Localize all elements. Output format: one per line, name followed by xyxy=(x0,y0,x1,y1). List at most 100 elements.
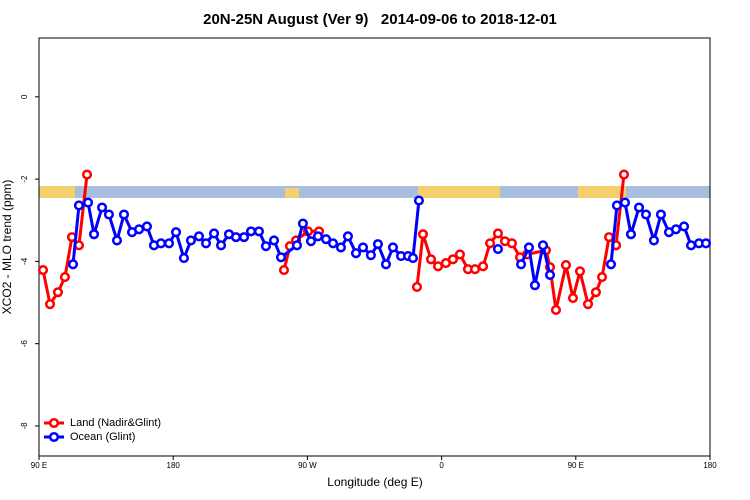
data-point xyxy=(567,292,579,304)
data-point xyxy=(170,227,182,238)
data-point xyxy=(103,209,114,220)
data-point xyxy=(97,202,108,213)
data-point xyxy=(619,197,631,208)
data-point xyxy=(230,232,242,243)
data-point xyxy=(413,195,424,206)
data-point xyxy=(320,234,332,245)
data-point xyxy=(291,240,303,251)
legend-label: Land (Nadir&Glint) xyxy=(70,417,161,429)
data-point xyxy=(134,224,145,235)
data-point xyxy=(365,250,376,261)
y-tick-label: -2 xyxy=(20,175,29,183)
data-point xyxy=(238,232,250,243)
data-point xyxy=(59,271,70,283)
data-point xyxy=(200,238,212,249)
data-point xyxy=(297,218,308,229)
x-axis-label: Longitude (deg E) xyxy=(327,475,422,489)
data-point xyxy=(611,200,623,211)
data-point xyxy=(178,253,189,264)
data-point xyxy=(305,236,317,247)
data-point xyxy=(454,249,465,260)
data-point xyxy=(312,231,324,242)
data-point xyxy=(335,242,347,253)
data-point xyxy=(432,261,444,272)
data-point xyxy=(425,254,437,265)
data-point xyxy=(544,269,556,281)
data-point xyxy=(327,238,339,249)
data-point xyxy=(52,287,63,298)
data-point xyxy=(141,221,153,232)
data-point xyxy=(516,259,527,270)
x-tick-label: 90 W xyxy=(298,461,317,470)
data-point xyxy=(625,229,637,240)
data-point xyxy=(485,238,496,249)
legend-label: Ocean (Glint) xyxy=(70,431,135,443)
x-tick-label: 90 E xyxy=(568,461,584,470)
data-point xyxy=(37,264,49,276)
data-point xyxy=(73,200,85,211)
data-point xyxy=(604,232,615,243)
chart-title: 20N-25N August (Ver 9) 2014-09-06 to 201… xyxy=(203,11,557,28)
data-point xyxy=(596,271,608,283)
data-point xyxy=(523,242,535,253)
data-point xyxy=(590,287,601,298)
land-ocean-strip xyxy=(39,186,710,198)
data-point xyxy=(209,228,220,239)
plot-frame xyxy=(38,37,711,457)
data-point xyxy=(83,197,94,208)
data-point xyxy=(633,202,645,213)
data-point xyxy=(407,253,419,264)
data-point xyxy=(342,231,354,242)
data-point xyxy=(529,280,540,291)
data-point xyxy=(492,228,504,239)
x-tick-label: 180 xyxy=(167,461,181,470)
data-point xyxy=(268,235,280,246)
data-point xyxy=(640,209,652,220)
data-point xyxy=(88,229,100,240)
x-tick-label: 180 xyxy=(703,461,717,470)
data-point xyxy=(372,239,383,250)
data-point xyxy=(44,299,56,310)
data-point xyxy=(686,240,697,251)
data-point xyxy=(155,238,167,249)
data-point xyxy=(560,260,572,271)
data-point xyxy=(387,242,399,253)
data-point xyxy=(275,252,287,263)
data-point xyxy=(67,259,79,270)
data-point xyxy=(679,221,690,232)
data-point xyxy=(253,226,264,237)
y-tick-label: 0 xyxy=(20,94,29,99)
data-point xyxy=(380,259,392,270)
data-point xyxy=(350,248,362,259)
data-point xyxy=(193,231,205,242)
legend-marker xyxy=(48,431,60,443)
data-point xyxy=(185,235,196,246)
data-point xyxy=(605,259,617,270)
data-point xyxy=(447,254,458,265)
data-point xyxy=(278,264,290,276)
y-tick-label: -4 xyxy=(20,257,29,265)
data-point xyxy=(537,240,549,251)
data-point xyxy=(118,209,130,220)
data-point xyxy=(618,169,630,180)
data-point xyxy=(492,244,504,255)
data-point xyxy=(469,264,481,275)
x-tick-label: 0 xyxy=(439,461,444,470)
data-point xyxy=(260,241,271,252)
data-point xyxy=(417,229,429,240)
data-point xyxy=(478,261,489,272)
data-point xyxy=(648,235,659,246)
data-point xyxy=(655,209,666,220)
data-point xyxy=(670,224,682,235)
data-point xyxy=(411,281,423,292)
y-tick-label: -6 xyxy=(20,340,29,348)
data-point xyxy=(700,238,712,249)
legend-marker xyxy=(48,417,60,429)
data-point xyxy=(81,169,93,180)
data-point xyxy=(216,240,227,251)
data-point xyxy=(506,238,518,249)
data-point xyxy=(582,299,594,310)
data-point xyxy=(574,266,586,277)
data-point xyxy=(245,226,257,237)
